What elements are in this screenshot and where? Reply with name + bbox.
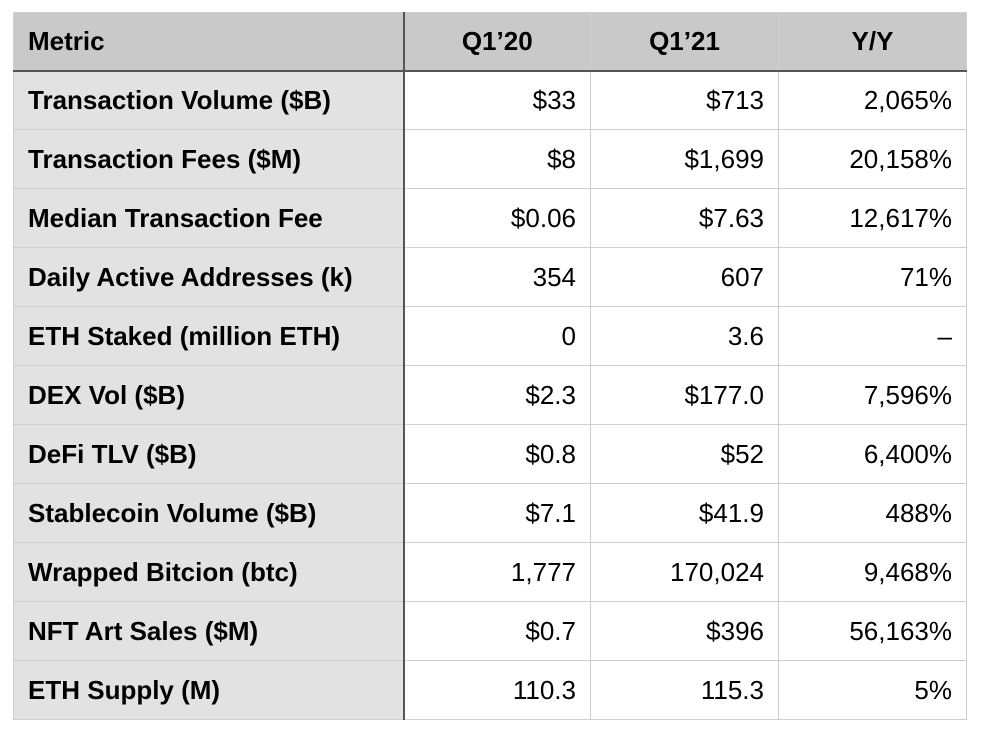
header-row: Metric Q1’20 Q1’21 Y/Y	[13, 12, 967, 72]
value-cell: 170,024	[590, 542, 779, 602]
metric-cell: Wrapped Bitcion (btc)	[13, 542, 405, 602]
value-cell: $396	[590, 601, 779, 661]
value-cell: $2.3	[403, 365, 591, 425]
table-row: ETH Supply (M) 110.3 115.3 5%	[13, 660, 967, 720]
metric-cell: DeFi TLV ($B)	[13, 424, 405, 484]
table-row: DeFi TLV ($B) $0.8 $52 6,400%	[13, 424, 967, 484]
value-cell: 3.6	[590, 306, 779, 366]
value-cell: $177.0	[590, 365, 779, 425]
data-table: Metric Q1’20 Q1’21 Y/Y Transaction Volume (…	[13, 12, 967, 720]
metric-cell: DEX Vol ($B)	[13, 365, 405, 425]
value-cell: 56,163%	[778, 601, 967, 661]
table-row: Wrapped Bitcion (btc) 1,777 170,024 9,468%	[13, 542, 967, 602]
value-cell: 5%	[778, 660, 967, 720]
metric-cell: Transaction Volume ($B)	[13, 70, 405, 130]
value-cell: $7.1	[403, 483, 591, 543]
metric-cell: Median Transaction Fee	[13, 188, 405, 248]
table-header: Metric Q1’20 Q1’21 Y/Y	[13, 12, 967, 72]
value-cell: $0.8	[403, 424, 591, 484]
value-cell: 71%	[778, 247, 967, 307]
metric-cell: Transaction Fees ($M)	[13, 129, 405, 189]
metric-cell: NFT Art Sales ($M)	[13, 601, 405, 661]
value-cell: 7,596%	[778, 365, 967, 425]
value-cell: 2,065%	[778, 70, 967, 130]
value-cell: $33	[403, 70, 591, 130]
value-cell: $52	[590, 424, 779, 484]
value-cell: 488%	[778, 483, 967, 543]
value-cell: $7.63	[590, 188, 779, 248]
value-cell: $1,699	[590, 129, 779, 189]
value-cell: 9,468%	[778, 542, 967, 602]
table-body: Transaction Volume ($B) $33 $713 2,065% Tran…	[13, 70, 967, 720]
table-row: DEX Vol ($B) $2.3 $177.0 7,596%	[13, 365, 967, 425]
value-cell: $8	[403, 129, 591, 189]
value-cell: 6,400%	[778, 424, 967, 484]
value-cell: 110.3	[403, 660, 591, 720]
value-cell: 20,158%	[778, 129, 967, 189]
value-cell: $0.7	[403, 601, 591, 661]
header-cell: Q1’20	[403, 12, 591, 72]
metric-cell: Daily Active Addresses (k)	[13, 247, 405, 307]
table-row: NFT Art Sales ($M) $0.7 $396 56,163%	[13, 601, 967, 661]
metric-cell: Stablecoin Volume ($B)	[13, 483, 405, 543]
value-cell: 354	[403, 247, 591, 307]
value-cell: 1,777	[403, 542, 591, 602]
metric-cell: ETH Staked (million ETH)	[13, 306, 405, 366]
value-cell: –	[778, 306, 967, 366]
table-row: ETH Staked (million ETH) 0 3.6–	[13, 306, 967, 366]
header-cell: Q1’21	[590, 12, 779, 72]
header-cell: Y/Y	[778, 12, 967, 72]
value-cell: $41.9	[590, 483, 779, 543]
metric-cell: ETH Supply (M)	[13, 660, 405, 720]
header-cell: Metric	[13, 12, 405, 72]
table-row: Transaction Fees ($M) $8 $1,699 20,158%	[13, 129, 967, 189]
table-row: Daily Active Addresses (k) 354 607 71%	[13, 247, 967, 307]
value-cell: 115.3	[590, 660, 779, 720]
table-row: Stablecoin Volume ($B) $7.1 $41.9 488%	[13, 483, 967, 543]
value-cell: 12,617%	[778, 188, 967, 248]
value-cell: 607	[590, 247, 779, 307]
value-cell: $0.06	[403, 188, 591, 248]
value-cell: $713	[590, 70, 779, 130]
table-row: Median Transaction Fee $0.06 $7.63 12,617%	[13, 188, 967, 248]
table-row: Transaction Volume ($B) $33 $713 2,065%	[13, 70, 967, 130]
value-cell: 0	[403, 306, 591, 366]
